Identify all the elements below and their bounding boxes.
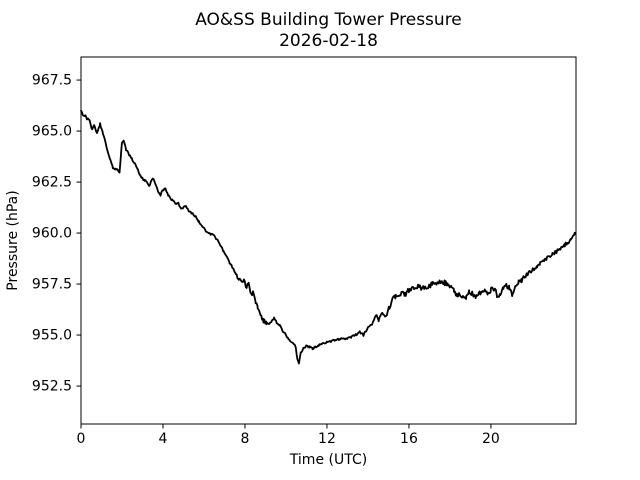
x-tick-label: 4 [159,431,168,447]
chart-title: AO&SS Building Tower Pressure [195,10,462,30]
plot-area: 0 4 8 12 16 20 952.5 955.0 957.5 960.0 962.5 965.0 9… [32,56,577,447]
x-tick-label: 8 [241,431,250,447]
y-tick-label: 957.5 [32,277,72,293]
pressure-series-line [80,109,576,365]
x-axis-label: Time (UTC) [289,452,367,468]
y-tick-label: 952.5 [32,379,72,395]
x-tick-label: 16 [400,431,418,447]
x-tick-label: 20 [482,431,500,447]
y-tick-label: 960.0 [32,226,72,242]
y-tick-label: 962.5 [32,175,72,191]
y-tick-label: 965.0 [32,124,72,140]
x-tick-label: 12 [318,431,336,447]
chart-subtitle: 2026-02-18 [279,31,378,51]
x-tick-label: 0 [77,431,86,447]
y-tick-label: 955.0 [32,328,72,344]
y-axis-label: Pressure (hPa) [5,190,21,290]
plot-border [80,56,577,425]
y-tick-label: 967.5 [32,73,72,89]
